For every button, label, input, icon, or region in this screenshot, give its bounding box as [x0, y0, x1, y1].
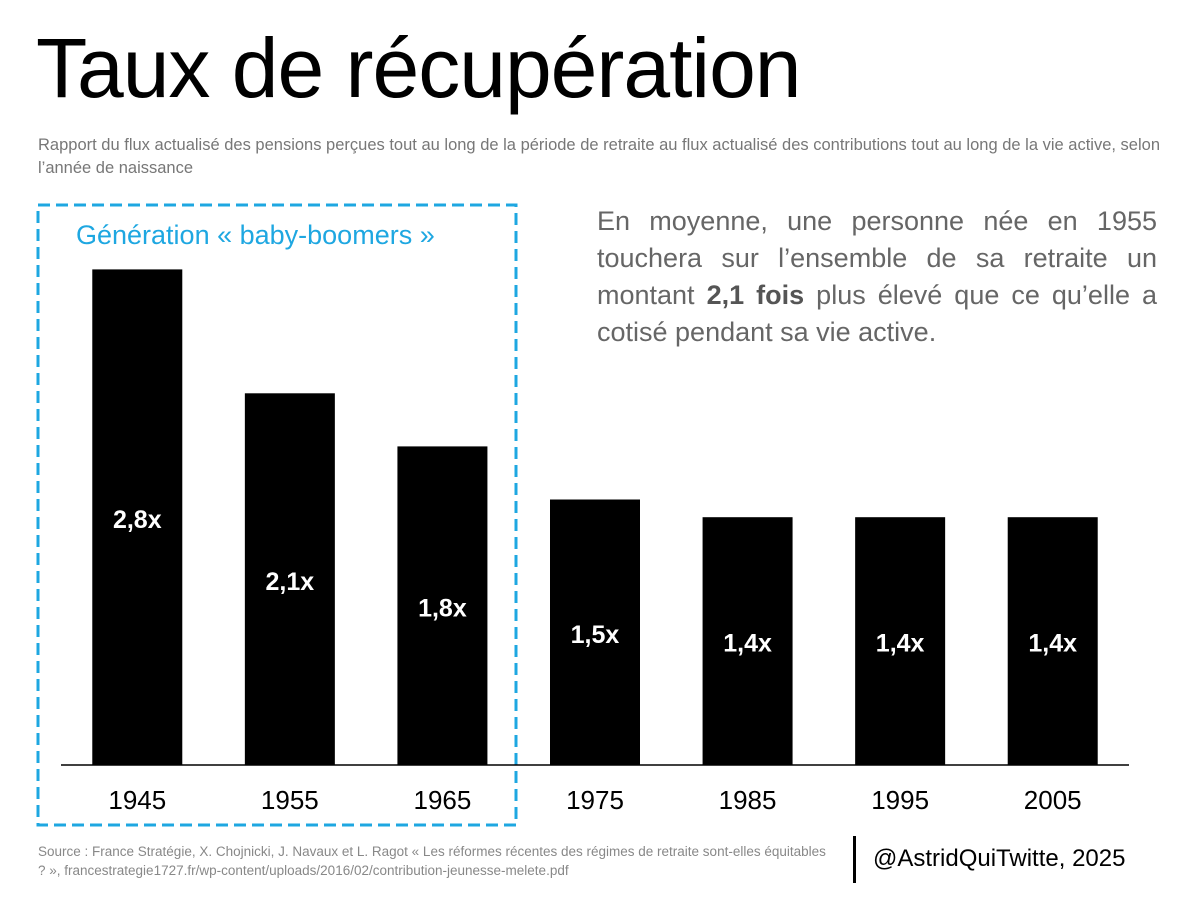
highlight-box [36, 203, 518, 827]
value-label: 2,1x [266, 568, 315, 596]
bar [397, 446, 488, 765]
chart-subtitle: Rapport du flux actualisé des pensions p… [38, 136, 1160, 177]
bar [92, 269, 183, 765]
credit: @AstridQuiTwitte, 2025 [873, 845, 1126, 872]
bar [1007, 517, 1098, 765]
source: Source : France Stratégie, X. Chojnicki,… [38, 844, 826, 878]
bar [244, 393, 335, 765]
x-tick-label: 1985 [719, 785, 777, 815]
value-label: 1,8x [418, 594, 467, 622]
x-tick-label: 2005 [1024, 785, 1082, 815]
value-label: 1,4x [723, 630, 772, 658]
annotation-text: En moyenne, une personne née en 1955 tou… [597, 206, 1157, 310]
highlight-label: Génération « baby-boomers » [76, 220, 435, 250]
annotation-text: plus élevé que ce qu’elle a cotisé penda… [597, 280, 1158, 347]
value-label: 2,8x [113, 506, 162, 534]
bar [855, 517, 946, 765]
x-tick-label: 1955 [261, 785, 319, 815]
x-tick-label: 1995 [871, 785, 929, 815]
x-tick-label: 1975 [566, 785, 624, 815]
value-label: 1,5x [571, 621, 620, 649]
chart-title: Taux de récupération [36, 21, 802, 115]
value-label: 1,4x [876, 630, 925, 658]
value-label: 1,4x [1028, 630, 1077, 658]
bar [702, 517, 793, 765]
bar [550, 499, 640, 765]
x-tick-label: 1965 [414, 785, 472, 815]
separator [853, 836, 856, 883]
x-tick-label: 1945 [108, 785, 166, 815]
annotation-bold: 2,1 fois [706, 280, 805, 310]
annotation: En moyenne, une personne née en 1955 tou… [597, 203, 1157, 351]
